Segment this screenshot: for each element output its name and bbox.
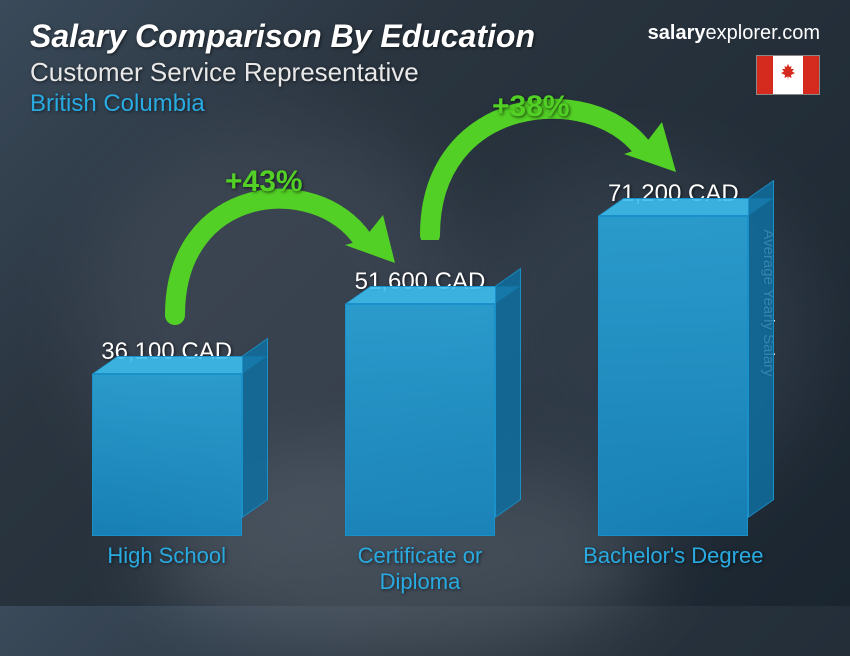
category-label: High School bbox=[67, 543, 267, 594]
chart-subtitle: Customer Service Representative bbox=[30, 57, 535, 88]
chart-location: British Columbia bbox=[30, 90, 535, 118]
bar-side bbox=[748, 180, 774, 518]
brand-strong: salary bbox=[648, 22, 706, 44]
brand-tld: .com bbox=[777, 22, 820, 44]
bar bbox=[345, 304, 495, 536]
flag-stripe bbox=[803, 56, 819, 94]
bar-group: 36,100 CAD bbox=[67, 338, 267, 536]
bar-group: 71,200 CAD bbox=[573, 180, 773, 536]
bar-side bbox=[495, 268, 521, 518]
flag-stripe bbox=[757, 56, 773, 94]
chart-title: Salary Comparison By Education bbox=[30, 18, 535, 55]
bar-side bbox=[242, 338, 268, 518]
bar-front bbox=[345, 304, 495, 536]
brand-logo: salaryexplorer.com bbox=[648, 22, 820, 45]
flag-leaf-icon bbox=[773, 56, 803, 94]
bar-front bbox=[598, 216, 748, 536]
category-labels: High School Certificate or Diploma Bachelo… bbox=[40, 543, 800, 594]
bar-group: 51,600 CAD bbox=[320, 268, 520, 536]
bar bbox=[598, 216, 748, 536]
percent-increase: +43% bbox=[225, 165, 303, 199]
percent-increase: +38% bbox=[492, 90, 570, 124]
flag-canada-icon bbox=[756, 55, 820, 95]
bar-front bbox=[92, 374, 242, 536]
brand-light: explorer bbox=[706, 22, 777, 44]
category-label: Certificate or Diploma bbox=[320, 543, 520, 594]
bar-chart: 36,100 CAD 51,600 CAD 71,200 CAD bbox=[40, 136, 800, 536]
category-label: Bachelor's Degree bbox=[573, 543, 773, 594]
bar bbox=[92, 374, 242, 536]
header: Salary Comparison By Education Customer … bbox=[30, 18, 535, 118]
bar-top bbox=[92, 356, 268, 374]
